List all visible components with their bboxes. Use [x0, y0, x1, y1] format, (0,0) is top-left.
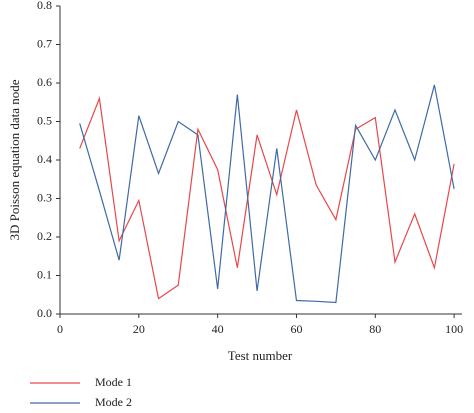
y-tick-label: 0.0 — [37, 306, 52, 320]
y-tick-label: 0.4 — [37, 152, 52, 166]
legend-label: Mode 2 — [95, 395, 132, 409]
y-tick-label: 0.6 — [37, 75, 52, 89]
x-tick-label: 80 — [369, 322, 381, 336]
y-axis-label: 3D Poisson equation data node — [7, 79, 22, 240]
x-axis-label: Test number — [228, 348, 293, 363]
y-tick-label: 0.5 — [37, 113, 52, 127]
y-tick-label: 0.8 — [37, 0, 52, 12]
x-tick-label: 60 — [290, 322, 302, 336]
y-tick-label: 0.1 — [37, 267, 52, 281]
series-line — [79, 84, 455, 304]
x-tick-label: 0 — [57, 322, 63, 336]
x-tick-label: 40 — [212, 322, 224, 336]
y-tick-label: 0.3 — [37, 190, 52, 204]
legend-label: Mode 1 — [95, 375, 132, 389]
x-tick-label: 100 — [445, 322, 463, 336]
series-line — [79, 96, 455, 300]
x-tick-label: 20 — [133, 322, 145, 336]
y-tick-label: 0.2 — [37, 229, 52, 243]
y-tick-label: 0.7 — [37, 36, 52, 50]
